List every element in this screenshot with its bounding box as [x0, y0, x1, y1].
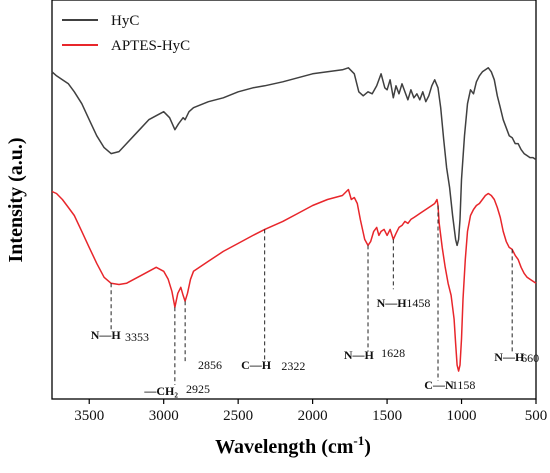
y-axis-title: Intensity (a.u.) — [5, 137, 27, 262]
annotation-wavenumber: 2925 — [186, 382, 210, 396]
annotation-bond-label: N—H — [91, 328, 122, 342]
x-tick-label: 3000 — [149, 408, 179, 424]
series-line-hyc — [51, 67, 537, 247]
annotation-ch-2322: C—H 2322 — [241, 229, 305, 373]
x-axis-title: Wavelength (cm-1) — [215, 433, 371, 458]
x-tick-label: 3500 — [74, 408, 104, 424]
x-axis-title-close: ) — [364, 436, 371, 458]
annotation-bond-label: N—H — [344, 348, 375, 362]
annotation-wavenumber: 2856 — [198, 358, 222, 372]
x-tick-label: 1000 — [447, 408, 477, 424]
x-tick-label: 2000 — [298, 408, 328, 424]
series-group — [51, 67, 537, 372]
annotation-nh-3353: N—H 3353 — [91, 283, 149, 344]
annotation-wavenumber: 2322 — [281, 359, 305, 373]
annotation-wavenumber: 1628 — [381, 346, 405, 360]
x-tick-label: 500 — [525, 408, 548, 424]
x-axis-title-text: Wavelength (cm — [215, 436, 354, 458]
legend-label-hyc: HyC — [111, 13, 139, 29]
annotation-wavenumber: 1158 — [452, 378, 476, 392]
annotation-bond-label: N—H — [377, 296, 408, 310]
annotation-bond-label: C—N — [424, 378, 454, 392]
x-tick-label: 1500 — [372, 408, 402, 424]
annotation-ch2-2925: —CH₂ 2925 — [143, 307, 210, 398]
annotation-bond-label: —CH₂ — [143, 384, 178, 398]
annotation-bond-label: C—H — [241, 358, 272, 372]
annotation-nh-1628: N—H 1628 — [344, 245, 405, 362]
annotation-nh-1458: N—H 1458 — [377, 239, 430, 310]
annotation-wavenumber: 3353 — [125, 330, 149, 344]
annotation-ch2-2856: 2856 — [184, 301, 222, 372]
legend: HyC APTES-HyC — [62, 13, 190, 54]
x-tick-label: 2500 — [223, 408, 253, 424]
x-axis-title-superscript: -1 — [353, 433, 364, 448]
annotation-wavenumber: 660 — [521, 351, 539, 365]
x-axis-ticks: 3500 3000 2500 2000 1500 1000 500 — [74, 399, 547, 424]
legend-label-aptes-hyc: APTES-HyC — [111, 38, 190, 54]
plot-frame — [51, 0, 537, 400]
annotation-wavenumber: 1458 — [406, 296, 430, 310]
annotation-bond-label: N—H — [494, 350, 525, 364]
series-line-aptes-hyc — [51, 188, 537, 372]
